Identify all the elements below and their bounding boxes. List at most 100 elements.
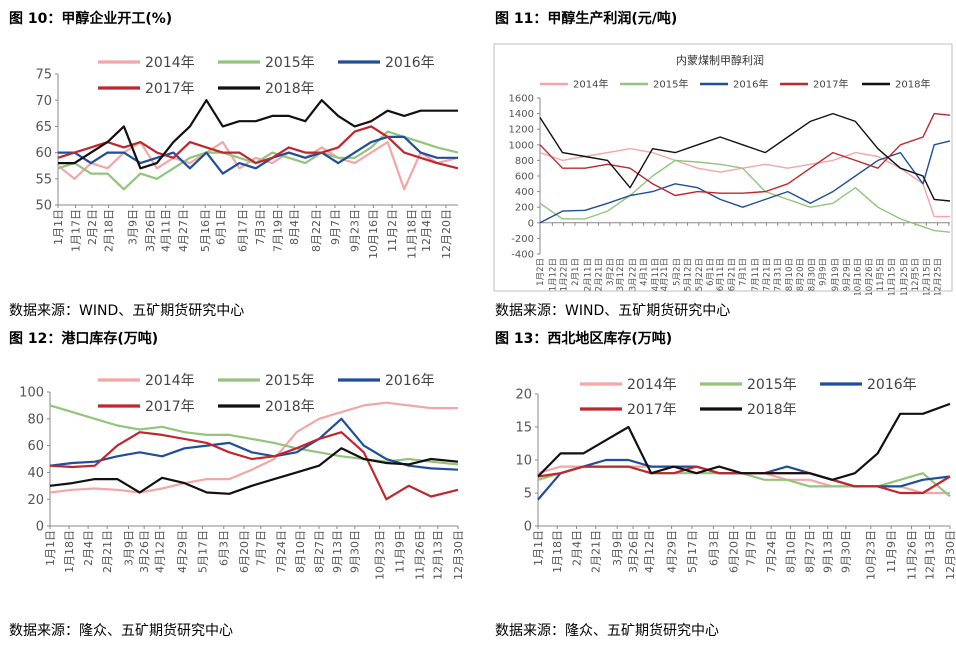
series-line — [539, 159, 951, 233]
series-line — [539, 140, 951, 224]
x-tick-label: 2月4日 — [82, 530, 95, 566]
legend-label: 2018年 — [265, 81, 315, 97]
y-tick-label: 60 — [27, 439, 44, 454]
chart-source: 数据来源：隆众、五矿期货研究中心 — [495, 623, 719, 639]
series-line — [539, 147, 950, 218]
x-tick-label: 2月1日 — [571, 258, 581, 286]
x-tick-label: 6月3日 — [707, 530, 720, 566]
y-tick-label: 1200 — [509, 125, 534, 136]
x-tick-label: 1月1日 — [532, 530, 545, 566]
x-tick-label: 9月7日 — [329, 209, 342, 245]
x-tick-label: 3月9日 — [127, 209, 140, 245]
x-tick-label: 4月12日 — [643, 530, 656, 573]
x-tick-label: 9月30日 — [349, 530, 362, 573]
y-tick-label: 10 — [515, 454, 532, 469]
y-tick-label: 50 — [35, 199, 52, 214]
x-tick-label: 11月9日 — [885, 530, 898, 573]
chart-title: 图 11：甲醇生产利润(元/吨) — [495, 11, 678, 27]
y-tick-label: 75 — [35, 68, 52, 83]
y-tick-label: 20 — [515, 388, 532, 403]
x-tick-label: 5月2日 — [672, 258, 682, 286]
x-tick-label: 10月16日 — [367, 209, 380, 259]
legend-label: 2015年 — [265, 55, 315, 71]
x-tick-label: 12月20日 — [440, 209, 453, 259]
legend-label: 2015年 — [653, 78, 688, 91]
x-tick-label: 3月26日 — [138, 530, 151, 573]
x-tick-label: 8月10日 — [785, 258, 795, 291]
y-tick-label: 400 — [515, 187, 534, 198]
series-line — [537, 465, 951, 498]
x-tick-label: 3月9日 — [122, 530, 135, 566]
x-tick-label: 8月30日 — [807, 258, 817, 291]
chart-source: 数据来源：隆众、五矿期货研究中心 — [9, 623, 233, 639]
series-line — [49, 401, 458, 494]
x-tick-label: 7月24日 — [275, 530, 288, 573]
x-tick-label: 11月26日 — [414, 530, 427, 580]
y-tick-label: 200 — [515, 203, 534, 214]
x-tick-label: 1月17日 — [69, 209, 82, 252]
y-tick-label: 0 — [524, 520, 532, 535]
x-tick-label: 7月19日 — [272, 209, 285, 252]
x-tick-label: 7月31日 — [774, 258, 784, 291]
x-tick-label: 7月3日 — [254, 209, 267, 245]
x-tick-label: 3月26日 — [627, 530, 640, 573]
x-tick-label: 11月9日 — [394, 530, 407, 573]
x-tick-label: 11月25日 — [900, 258, 910, 295]
x-tick-label: 1月1日 — [44, 530, 57, 566]
y-tick-label: 1600 — [509, 94, 534, 105]
y-tick-label: 80 — [27, 412, 44, 427]
series-line — [57, 130, 459, 191]
legend-label: 2017年 — [145, 81, 195, 97]
x-tick-label: 8月10日 — [784, 530, 797, 573]
series-line — [49, 417, 459, 471]
x-tick-label: 9月29日 — [842, 258, 852, 291]
series-line — [57, 125, 459, 170]
x-tick-label: 10月26日 — [865, 258, 875, 295]
x-tick-label: 2月2日 — [86, 209, 99, 245]
chart-source: 数据来源：WIND、五矿期货研究中心 — [495, 303, 731, 319]
y-tick-label: 40 — [27, 466, 44, 481]
series-line — [49, 404, 459, 466]
x-tick-label: 2月21日 — [590, 530, 603, 573]
x-tick-label: 7月1日 — [739, 258, 749, 286]
x-tick-label: 12月13日 — [923, 530, 936, 580]
legend-label: 2018年 — [895, 78, 930, 91]
x-tick-label: 5月17日 — [686, 530, 699, 573]
x-tick-label: 9月23日 — [349, 209, 362, 252]
y-tick-label: 65 — [35, 120, 52, 135]
x-tick-label: 5月22日 — [695, 258, 705, 291]
x-tick-label: 1月1日 — [52, 209, 65, 245]
x-tick-label: 12月25日 — [934, 258, 944, 295]
x-tick-label: 9月13日 — [331, 530, 344, 573]
chart-frame — [493, 43, 953, 292]
x-tick-label: 12月30日 — [944, 530, 956, 580]
x-tick-label: 6月21日 — [727, 258, 737, 291]
x-tick-label: 4月21日 — [660, 258, 670, 291]
x-tick-label: 1月12日 — [548, 258, 558, 291]
x-tick-label: 1月2日 — [536, 258, 546, 286]
legend-label: 2016年 — [385, 373, 435, 389]
series-line — [58, 135, 458, 175]
x-tick-label: 8月27日 — [803, 530, 816, 573]
x-tick-label: 11月5日 — [876, 258, 886, 291]
x-tick-label: 3月12日 — [616, 258, 626, 291]
chart-methanol-profit: 内蒙煤制甲醇利润 -400 -200 0 200 400 600 800 1000 1200 140… — [493, 43, 953, 295]
legend-label: 2017年 — [145, 399, 195, 415]
y-tick-label: 600 — [515, 172, 534, 183]
x-tick-label: 7月11日 — [751, 258, 761, 291]
x-tick-label: 5月16日 — [199, 209, 212, 252]
x-tick-label: 9月19日 — [831, 258, 841, 291]
legend-label: 2016年 — [385, 55, 435, 71]
x-tick-label: 9月13日 — [822, 530, 835, 573]
x-tick-label: 4月27日 — [177, 209, 190, 252]
x-tick-label: 11月2日 — [386, 209, 399, 252]
y-tick-label: 5 — [524, 487, 532, 502]
x-tick-label: 4月11日 — [160, 209, 173, 252]
x-tick-label: 7月24日 — [765, 530, 778, 573]
x-tick-label: 10月23日 — [373, 530, 386, 580]
x-tick-label: 4月12日 — [154, 530, 167, 573]
x-tick-label: 8月20日 — [796, 258, 806, 291]
x-tick-label: 6月1日 — [214, 209, 227, 245]
x-tick-label: 3月26日 — [144, 209, 157, 252]
y-tick-label: -200 — [511, 234, 534, 245]
